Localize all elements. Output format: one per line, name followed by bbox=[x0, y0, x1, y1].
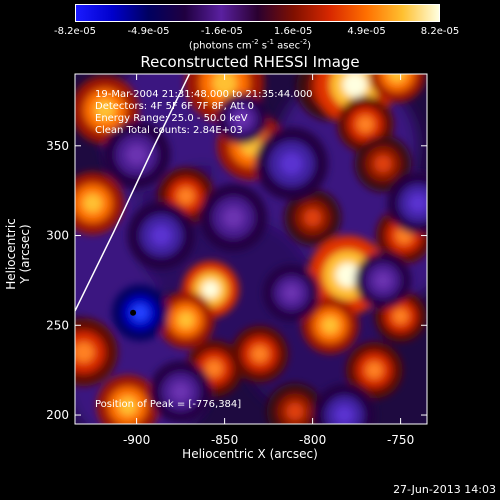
emission-blob bbox=[356, 115, 375, 134]
observation-info: 19-Mar-2004 21:31:48.000 to 21:35:44.000… bbox=[95, 89, 313, 136]
info-line: Clean Total counts: 2.84E+03 bbox=[95, 125, 243, 136]
info-line: Detectors: 4F 5F 6F 7F 8F, Att 0 bbox=[95, 101, 254, 112]
emission-blob bbox=[303, 208, 322, 227]
colorbar-tick-label: -4.9e-05 bbox=[127, 26, 170, 37]
x-tick-label: -850 bbox=[211, 433, 238, 447]
emission-blob bbox=[94, 99, 116, 121]
marker-dot bbox=[130, 309, 137, 316]
footer-date: 27-Jun-2013 14:03 bbox=[393, 483, 496, 496]
colorbar-tick-label: 8.2e-05 bbox=[420, 26, 460, 37]
emission-blob bbox=[321, 316, 340, 335]
emission-blob bbox=[392, 308, 409, 325]
x-tick-label: -800 bbox=[299, 433, 326, 447]
emission-blob bbox=[342, 74, 368, 98]
emission-blob bbox=[335, 262, 361, 288]
emission-blob bbox=[126, 144, 148, 166]
x-axis-label: Heliocentric X (arcsec) bbox=[182, 447, 318, 461]
emission-blob bbox=[177, 311, 195, 329]
emission-blob bbox=[234, 110, 251, 127]
emission-blob bbox=[201, 280, 220, 299]
y-tick-label: 250 bbox=[46, 318, 69, 332]
emission-blob bbox=[150, 224, 172, 247]
emission-blob bbox=[374, 271, 392, 290]
info-line: Energy Range: 25.0 - 50.0 keV bbox=[95, 113, 248, 124]
y-tick-label: 300 bbox=[46, 229, 69, 243]
emission-blob bbox=[388, 74, 406, 83]
emission-blob bbox=[408, 193, 427, 213]
colorbar-tick-label: 1.6e-05 bbox=[273, 26, 313, 37]
emission-blob bbox=[250, 345, 269, 363]
emission-blob bbox=[82, 193, 103, 213]
x-tick-label: -900 bbox=[123, 433, 150, 447]
emission-blob bbox=[212, 74, 237, 96]
solar-limb-curve bbox=[75, 74, 191, 312]
emission-blob bbox=[177, 187, 195, 205]
emission-blob bbox=[282, 284, 301, 302]
emission-blob bbox=[365, 361, 384, 379]
y-tick-label: 200 bbox=[46, 408, 69, 422]
x-tick-label: -750 bbox=[387, 433, 414, 447]
y-axis-ticks: 200 250 300 350 bbox=[46, 139, 427, 422]
chart-title: Reconstructed RHESSI Image bbox=[140, 53, 360, 71]
y-axis-label: Heliocentric Y (arcsec) bbox=[4, 218, 32, 290]
emission-blob bbox=[222, 207, 244, 229]
emission-blob bbox=[374, 154, 392, 173]
colorbar-tick-label: -1.6e-05 bbox=[200, 26, 243, 37]
peak-position-label: Position of Peak = [-776,384] bbox=[95, 399, 241, 410]
colorbar-units: (photons cm-2 s-1 asec-2) bbox=[188, 38, 312, 52]
emission-blob bbox=[286, 402, 304, 421]
plot-frame bbox=[74, 73, 428, 425]
emission-blob bbox=[170, 382, 191, 402]
info-line: 19-Mar-2004 21:31:48.000 to 21:35:44.000 bbox=[95, 89, 313, 100]
x-axis-ticks: -900 -850 -800 -750 bbox=[123, 74, 414, 447]
colorbar-tick-label: -8.2e-05 bbox=[54, 26, 96, 37]
emission-blob bbox=[118, 396, 138, 416]
colorbar bbox=[75, 4, 440, 22]
colorbar-tick-label: 4.9e-05 bbox=[347, 26, 386, 37]
emission-blob bbox=[131, 303, 149, 322]
emission-blob bbox=[205, 359, 223, 378]
emission-blob bbox=[334, 405, 354, 424]
emission-blob bbox=[280, 152, 303, 176]
peak-marker bbox=[130, 309, 137, 316]
heatmap-blobs bbox=[75, 74, 427, 424]
emission-blob bbox=[75, 341, 95, 363]
colorbar-gradient bbox=[76, 5, 439, 21]
y-tick-label: 350 bbox=[46, 139, 69, 153]
